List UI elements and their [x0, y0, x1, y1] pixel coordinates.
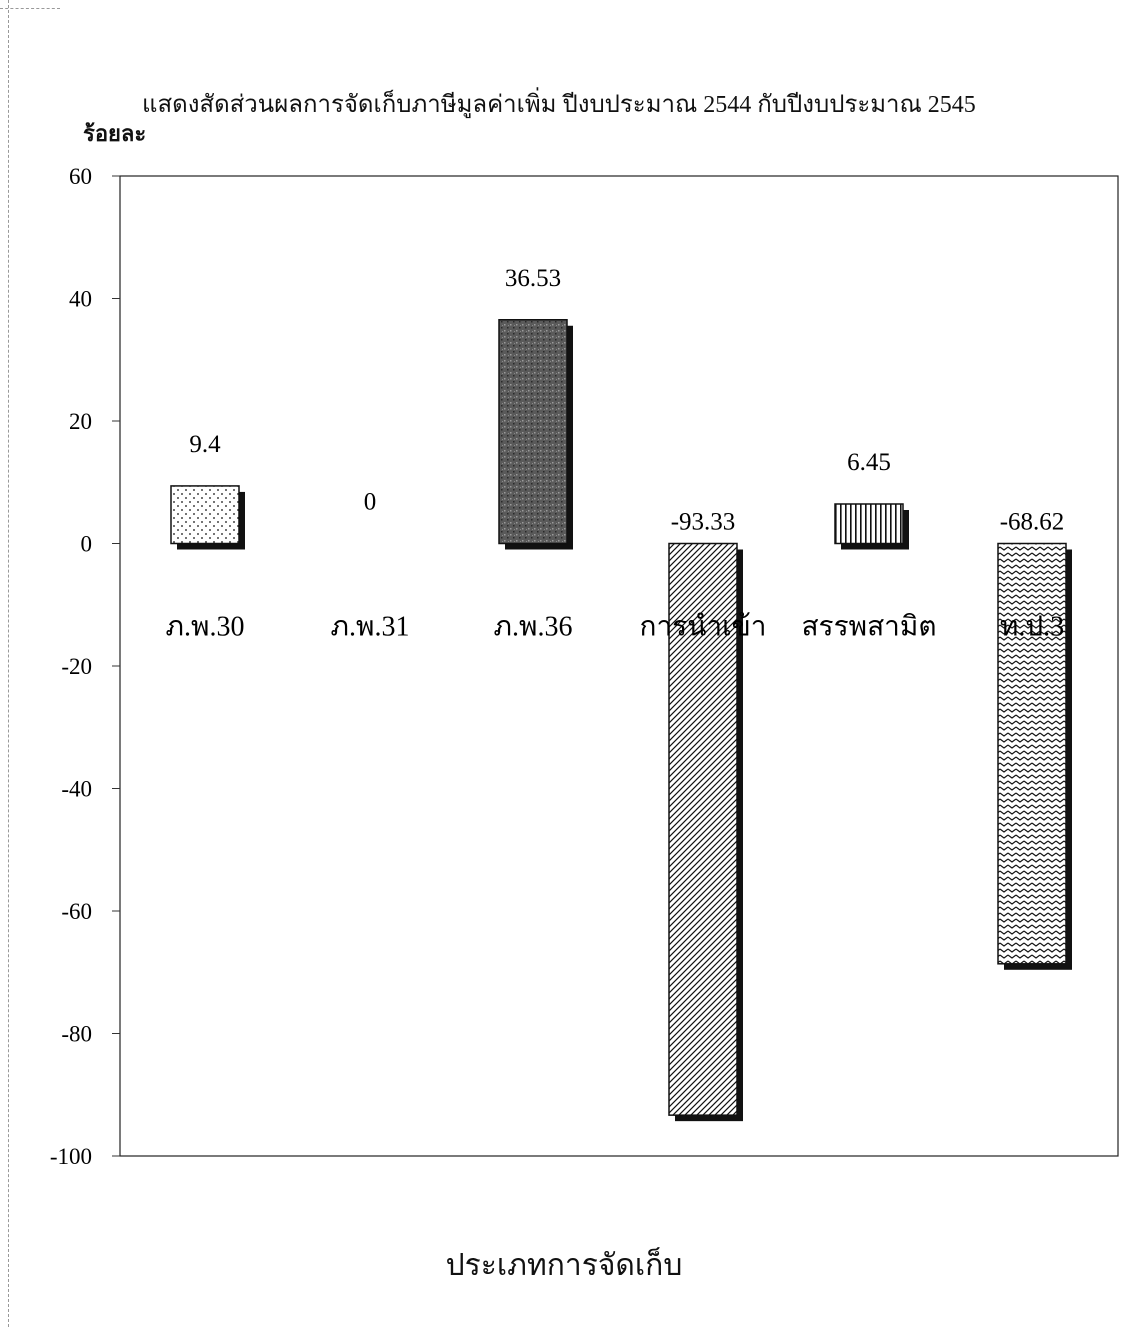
x-axis-label: ประเภทการจัดเก็บ [445, 1249, 683, 1282]
value-label: 36.53 [505, 265, 561, 292]
bar [997, 542, 1067, 965]
value-label: -93.33 [671, 509, 736, 536]
y-axis-label: ร้อยละ [83, 121, 147, 146]
bar [498, 319, 568, 545]
y-tick-label: 0 [81, 532, 93, 557]
chart-title: แสดงสัดส่วนผลการจัดเก็บภาษีมูลค่าเพิ่ม ป… [142, 92, 976, 118]
y-tick-label: 40 [69, 287, 92, 312]
plot-area [119, 175, 1119, 1157]
y-tick-label: -80 [61, 1022, 92, 1047]
value-label: -68.62 [1000, 509, 1065, 536]
scan-edge [8, 0, 9, 1327]
scan-edge-top [0, 8, 60, 9]
value-label: 9.4 [189, 431, 221, 458]
bar [668, 542, 738, 1116]
y-tick-label: -60 [61, 899, 92, 924]
category-label: สรรพสามิต [801, 612, 936, 643]
category-label: การนำเข้า [639, 612, 766, 643]
value-label: 0 [364, 489, 377, 516]
value-label: 6.45 [847, 449, 891, 476]
y-tick-label: -100 [50, 1144, 92, 1169]
y-tick-label: -40 [61, 777, 92, 802]
y-tick-label: 20 [69, 409, 92, 434]
category-label: ภ.พ.30 [166, 612, 245, 643]
category-label: ภ.พ.31 [331, 612, 410, 643]
bar [170, 485, 240, 545]
y-tick-label: -20 [61, 654, 92, 679]
bar [834, 503, 904, 545]
y-tick-label: 60 [69, 164, 92, 189]
category-label: ท.ป.3 [1000, 612, 1064, 643]
category-label: ภ.พ.36 [494, 612, 573, 643]
